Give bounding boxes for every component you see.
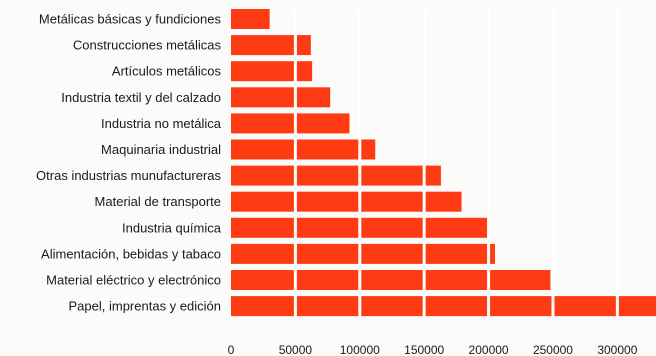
gridlines bbox=[293, 9, 619, 317]
bar bbox=[231, 61, 313, 82]
category-label: Industria química bbox=[122, 220, 222, 235]
bar bbox=[231, 113, 350, 134]
bar bbox=[231, 165, 441, 186]
x-axis-ticks: 0 50000 100000 150000 200000 250000 300000 bbox=[228, 343, 638, 356]
bar bbox=[231, 87, 331, 108]
category-label: Papel, imprentas y edición bbox=[69, 299, 221, 314]
x-tick-label: 300000 bbox=[597, 343, 637, 356]
x-tick-label: 50000 bbox=[279, 343, 313, 356]
x-tick-label: 250000 bbox=[533, 343, 573, 356]
category-label: Construcciones metálicas bbox=[73, 38, 222, 53]
bar bbox=[231, 139, 376, 160]
x-tick-label: 0 bbox=[228, 343, 235, 356]
category-label: Metálicas básicas y fundiciones bbox=[39, 12, 222, 27]
category-label: Alimentación, bebidas y tabaco bbox=[41, 246, 221, 261]
category-label: Material de transporte bbox=[95, 194, 221, 209]
bar bbox=[231, 296, 656, 317]
category-label: Industria textil y del calzado bbox=[61, 90, 221, 105]
category-labels: Metálicas básicas y fundiciones Construcc… bbox=[36, 12, 222, 314]
x-tick-label: 200000 bbox=[469, 343, 509, 356]
bar bbox=[231, 35, 311, 56]
category-label: Maquinaria industrial bbox=[101, 142, 221, 157]
category-label: Industria no metálica bbox=[101, 116, 222, 131]
bar bbox=[231, 9, 270, 29]
category-label: Otras industrias munufactureras bbox=[36, 168, 221, 183]
bar bbox=[231, 270, 551, 290]
x-tick-label: 150000 bbox=[404, 343, 444, 356]
bar bbox=[231, 243, 496, 264]
category-label: Artículos metálicos bbox=[112, 64, 222, 79]
x-tick-label: 100000 bbox=[340, 343, 380, 356]
bar bbox=[231, 191, 462, 212]
category-label: Material eléctrico y electrónico bbox=[46, 273, 221, 288]
